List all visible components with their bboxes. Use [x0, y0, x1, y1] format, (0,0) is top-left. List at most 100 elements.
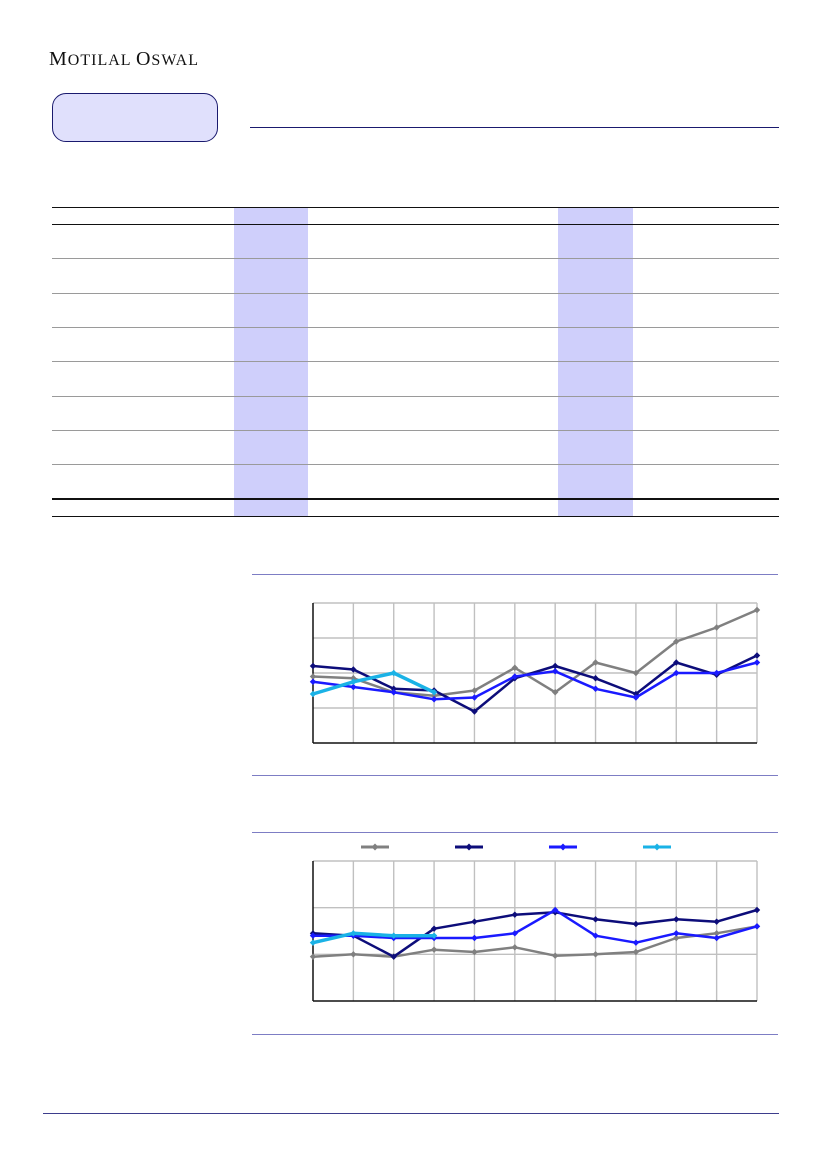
chart-1-series-1-point [471, 687, 478, 694]
chart-2-series-1-point [430, 946, 438, 953]
chart-2-series-3-point [673, 930, 680, 937]
chart-1-series-1-point [713, 624, 720, 631]
chart-1-series-2-point [753, 652, 761, 659]
table-top-rule [52, 207, 779, 208]
chart-2-series-1-point [350, 951, 357, 958]
chart-2-series-1-point [511, 944, 519, 951]
chart-1-series-3-point [592, 685, 599, 692]
chart-2-bottom-rule [252, 1034, 778, 1035]
chart-1-series-2-point [673, 659, 680, 666]
chart-1-bottom-rule [252, 775, 778, 776]
table-row-divider [52, 258, 779, 259]
chart-2-series-2-line [312, 908, 758, 958]
brand-text-swal: SWAL [151, 52, 199, 69]
chart-2-series-1-point [632, 948, 640, 956]
table-row-divider [52, 361, 779, 362]
chart-2-series-1-line [312, 925, 758, 958]
legend-series-4-marker [653, 843, 661, 851]
chart-1-series-3-point [430, 696, 438, 703]
section-label-box [52, 93, 218, 142]
legend-series-3-marker [559, 843, 567, 851]
chart-2-series-2-point [713, 918, 720, 925]
chart-1-series-1-point [673, 638, 680, 645]
footer-rule [43, 1113, 779, 1114]
chart-2-series-2-point [753, 906, 761, 914]
chart-2-series-3-point [632, 939, 640, 946]
chart-1-series-1-point [551, 689, 559, 696]
chart-1-panel [252, 574, 778, 777]
chart-1-series-1-point [511, 664, 519, 671]
highlight-column-2 [558, 207, 633, 517]
chart-1-series-3-point [713, 669, 720, 677]
chart-2-series-2-point [632, 920, 640, 928]
data-table [52, 207, 779, 517]
chart-1-series-2-point [309, 662, 317, 670]
chart-1-series-3-point [511, 673, 519, 680]
chart-1-series-4-point [390, 669, 397, 677]
chart-2-series-4-line [312, 931, 435, 945]
brand-logo: MOTILAL OSWAL [49, 48, 199, 71]
chart-2-series-3-point [713, 934, 720, 942]
chart-1-series-3-point [753, 659, 761, 666]
chart-1-series-4-point [309, 690, 317, 698]
chart-1-series-2-point [390, 685, 397, 692]
chart-1-series-2-point [471, 708, 478, 715]
chart-1-series-3-point [309, 678, 317, 685]
chart-1-plot [309, 602, 761, 744]
chart-1-series-2-point [592, 675, 599, 682]
table-row-divider [52, 464, 779, 465]
chart-2-series-2-point [592, 916, 599, 923]
chart-1-series-1-point [753, 606, 761, 614]
chart-1-series-4-point [350, 678, 357, 685]
chart-1-series-3-point [632, 694, 640, 701]
brand-text-otilal: OTILAL [67, 52, 136, 69]
chart-2-legend [361, 843, 671, 851]
chart-1-series-3-point [551, 668, 559, 675]
chart-1-series-1-point [430, 692, 438, 699]
chart-2-series-3-point [551, 906, 559, 914]
chart-1-series-2-point [551, 662, 559, 670]
chart-2-plot [309, 860, 761, 1002]
chart-1-series-1-line [312, 608, 758, 698]
chart-2-series-2-point [673, 916, 680, 923]
chart-1-series-2-point [632, 690, 640, 698]
table-total-rule [52, 498, 779, 500]
chart-1-series-1-point [309, 673, 317, 680]
legend-series-2-marker [465, 843, 473, 851]
chart-1-series-1-point [592, 659, 599, 666]
title-underline [250, 127, 779, 128]
chart-1-series-3-point [350, 683, 357, 691]
chart-2-series-1-point [471, 948, 478, 956]
table-bottom-rule [52, 516, 779, 517]
chart-2-series-2-point [471, 918, 478, 925]
chart-1-series-3-point [471, 694, 478, 701]
chart-1-series-3-point [673, 669, 680, 677]
chart-2-series-1-point [673, 934, 680, 942]
table-row-divider [52, 430, 779, 431]
chart-1-series-1-point [632, 669, 640, 677]
chart-2-panel [252, 832, 778, 1036]
chart-1-series-3-line [312, 661, 758, 701]
chart-1-series-4-line [312, 671, 435, 696]
chart-2-series-1-point [592, 951, 599, 958]
chart-2-series-3-point [471, 934, 478, 942]
chart-2-series-2-point [511, 911, 519, 918]
brand-initial-o: O [135, 48, 152, 70]
table-row-divider [52, 293, 779, 294]
table-header-rule [52, 224, 779, 225]
brand-initial-m: M [49, 48, 68, 70]
chart-2-top-rule [252, 832, 778, 833]
legend-series-1-marker [371, 843, 379, 851]
chart-2-series-3-point [753, 923, 761, 930]
chart-1-series-3-point [390, 689, 397, 696]
chart-2-series-1-point [713, 930, 720, 937]
chart-1-series-2-line [312, 654, 758, 713]
highlight-column-1 [234, 207, 308, 517]
table-row-divider [52, 327, 779, 328]
chart-2-series-1-point [551, 952, 559, 959]
chart-1-top-rule [252, 574, 778, 575]
chart-2-series-3-line [313, 908, 758, 944]
table-row-divider [52, 396, 779, 397]
chart-1-series-2-point [350, 666, 357, 673]
chart-1-series-4-point [430, 689, 438, 696]
